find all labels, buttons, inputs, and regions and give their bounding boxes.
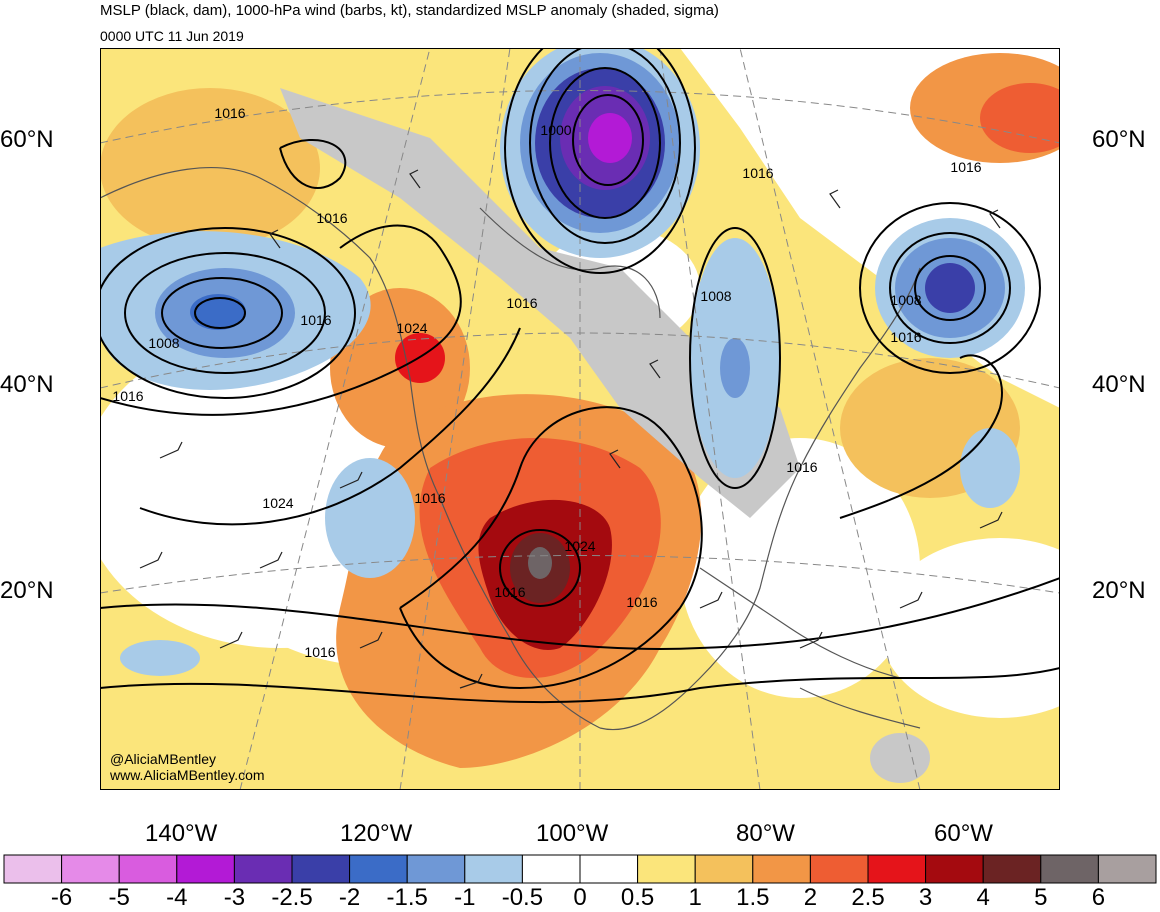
- contour-label: 1016: [112, 388, 143, 404]
- colorbar-swatch: [521, 854, 581, 884]
- contour-label: 1016: [890, 329, 921, 345]
- contour-label: 1024: [564, 538, 595, 554]
- map-frame: [100, 48, 1060, 790]
- colorbar-swatch: [637, 854, 696, 884]
- colorbar-swatch: [752, 854, 811, 884]
- colorbar-tick-label: -2.5: [271, 884, 313, 911]
- anomaly-grey-canada: [280, 88, 800, 518]
- lat-label-60n-left: 60°N: [0, 126, 54, 153]
- anomaly-negative-subtropical: [325, 458, 415, 578]
- contour-label: 1016: [506, 295, 537, 311]
- colorbar-tick-label: 6: [1091, 884, 1106, 911]
- high-pressure-southwest: [499, 529, 581, 607]
- anomaly-negative-midatlantic: [960, 428, 1020, 508]
- colorbar-tick-label: 1.5: [736, 884, 770, 911]
- colorbar-swatch: [291, 854, 351, 884]
- contour-label: 1016: [214, 105, 245, 121]
- colorbar-tick-label: -6: [50, 884, 73, 911]
- colorbar-swatch: [579, 854, 639, 884]
- contour-label: 1024: [262, 495, 293, 511]
- contour-label: 1024: [396, 320, 427, 336]
- colorbar-tick-label: -5: [108, 884, 130, 911]
- contour-label: 1016: [304, 644, 335, 660]
- low-pressure-hudson-bay: [504, 48, 696, 274]
- contour-label: 1016: [786, 459, 817, 475]
- contour-label: 1008: [700, 288, 731, 304]
- colorbar-swatch: [3, 854, 63, 884]
- colorbar-tick-label: -2: [338, 884, 361, 911]
- anomaly-grey-caribbean: [870, 733, 930, 783]
- contour-label: 1016: [300, 312, 331, 328]
- lat-label-40n-left: 40°N: [0, 371, 54, 398]
- contour-label: 1016: [626, 594, 657, 610]
- colorbar-tick-label: 0: [573, 884, 587, 911]
- contour-label: 1000: [540, 122, 571, 138]
- lon-label-100w: 100°W: [536, 820, 609, 847]
- colorbar-swatch: [925, 854, 984, 884]
- colorbar: [3, 854, 1157, 884]
- colorbar-tick-label: 5: [1034, 884, 1048, 911]
- low-pressure-pacific: [100, 227, 356, 399]
- anomaly-negative-hudson-bay-5: [588, 113, 632, 163]
- colorbar-swatch: [233, 854, 293, 884]
- lon-label-80w: 80°W: [736, 820, 795, 847]
- colorbar-swatch: [464, 854, 523, 884]
- anomaly-negative-tropical-pacific: [120, 640, 200, 676]
- colorbar-tick-label: -1.5: [386, 884, 428, 911]
- colorbar-swatch: [1040, 854, 1099, 884]
- colorbar-tick-label: 2: [803, 884, 818, 911]
- anomaly-neutral-tropical-atlantic: [880, 538, 1060, 718]
- colorbar-tick-label: 2.5: [851, 884, 885, 911]
- colorbar-tick-label: 0.5: [620, 884, 655, 911]
- anomaly-negative-pacific-core: [190, 294, 246, 330]
- colorbar-swatch: [118, 854, 178, 884]
- credit-handle: @AliciaMBentley: [110, 751, 217, 767]
- contour-labels: 1016 1000 1016 1016 1016 1008 1008 1016 …: [112, 105, 981, 660]
- colorbar-swatch: [406, 854, 466, 884]
- contour-label: 1016: [414, 490, 445, 506]
- colorbar-swatch: [1097, 854, 1157, 884]
- colorbar-swatch: [867, 854, 927, 884]
- lon-label-60w: 60°W: [934, 820, 993, 847]
- colorbar-tick-label: 1: [688, 884, 702, 911]
- colorbar-swatch: [809, 854, 869, 884]
- anomaly-red-greenland: [980, 83, 1060, 153]
- colorbar-tick-label: -0.5: [501, 884, 544, 911]
- contour-label: 1008: [148, 335, 179, 351]
- lon-label-140w: 140°W: [145, 820, 218, 847]
- contour-label: 1008: [890, 292, 921, 308]
- lat-label-20n-right: 20°N: [1092, 577, 1146, 604]
- lat-label-40n-right: 40°N: [1092, 371, 1146, 398]
- colorbar-tick-label: -1: [454, 884, 476, 911]
- colorbar-tick-label: -4: [166, 884, 188, 911]
- map-title: MSLP (black, dam), 1000-hPa wind (barbs,…: [100, 2, 719, 19]
- anomaly-negative-atlantic-core: [925, 263, 975, 313]
- colorbar-tick-label: 4: [976, 884, 990, 911]
- map-valid-time: 0000 UTC 11 Jun 2019: [100, 28, 244, 44]
- contour-label: 1016: [494, 584, 525, 600]
- contour-label: 1016: [950, 159, 981, 175]
- contour-label: 1016: [742, 165, 773, 181]
- colorbar-swatch: [349, 854, 408, 884]
- lon-label-120w: 120°W: [340, 820, 413, 847]
- colorbar-swatch: [694, 854, 754, 884]
- colorbar-swatch: [61, 854, 120, 884]
- colorbar-swatch: [982, 854, 1042, 884]
- colorbar-tick-label: -3: [223, 884, 246, 911]
- mslp-contours: [100, 48, 1060, 704]
- lat-label-20n-left: 20°N: [0, 577, 54, 604]
- wind-barbs: [139, 169, 1003, 689]
- contour-label: 1016: [316, 210, 347, 226]
- anomaly-grey-core: [528, 547, 552, 579]
- low-pressure-atlantic: [859, 202, 1041, 374]
- lat-label-60n-right: 60°N: [1092, 126, 1146, 153]
- credit-website: www.AliciaMBentley.com: [110, 767, 265, 783]
- weather-map: 1016 1000 1016 1016 1016 1008 1008 1016 …: [100, 48, 1060, 790]
- colorbar-tick-label: 3: [918, 884, 933, 911]
- anomaly-negative-eastern-canada-core: [720, 338, 750, 398]
- colorbar-swatch: [176, 854, 235, 884]
- low-pressure-eastern-canada: [689, 227, 781, 489]
- graticule: [100, 48, 1060, 790]
